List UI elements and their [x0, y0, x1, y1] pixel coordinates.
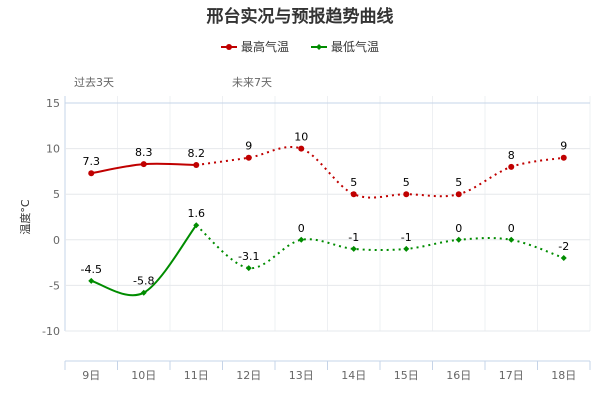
data-point-high — [455, 191, 462, 198]
x-tick-label: 16日 — [446, 369, 471, 382]
data-label: 8.2 — [188, 147, 206, 160]
x-tick-label: 13日 — [289, 369, 314, 382]
data-label: -4.5 — [81, 263, 102, 276]
y-tick-label: 5 — [53, 188, 60, 201]
x-tick-label: 14日 — [341, 369, 366, 382]
data-point-high — [245, 154, 252, 161]
data-label: 5 — [350, 176, 357, 189]
legend-label-low: 最低气温 — [331, 40, 380, 54]
data-label: -1 — [348, 231, 359, 244]
data-point-low — [508, 236, 515, 243]
data-point-low — [455, 236, 462, 243]
x-tick-label: 10日 — [131, 369, 156, 382]
data-point-high — [193, 162, 200, 169]
data-point-high — [88, 170, 95, 177]
y-tick-label: 15 — [46, 97, 60, 110]
x-tick-label: 12日 — [236, 369, 261, 382]
data-point-low — [245, 265, 252, 272]
legend-item-high[interactable]: 最高气温 — [220, 38, 289, 55]
data-label: -3.1 — [238, 250, 259, 263]
data-point-low — [193, 222, 200, 229]
data-label: -2 — [558, 240, 569, 253]
data-label: 9 — [245, 140, 252, 153]
legend-item-low[interactable]: 最低气温 — [311, 38, 379, 55]
y-tick-label: 0 — [53, 234, 60, 247]
y-tick-label: 10 — [46, 143, 60, 156]
data-point-low — [140, 289, 147, 296]
data-point-low — [350, 245, 357, 252]
data-label: 1.6 — [188, 207, 206, 220]
x-tick-label: 15日 — [394, 369, 419, 382]
period-label-past: 过去3天 — [74, 76, 114, 89]
legend: 最高气温 最低气温 — [0, 38, 600, 55]
data-point-high — [298, 145, 305, 152]
data-point-high — [403, 191, 410, 198]
legend-marker-high-icon — [220, 43, 237, 50]
data-label: 0 — [508, 222, 515, 235]
chart-title: 邢台实况与预报趋势曲线 — [206, 7, 394, 27]
data-label: -5.8 — [133, 275, 154, 288]
data-label: 5 — [403, 176, 410, 189]
data-label: 0 — [298, 222, 305, 235]
y-tick-label: -5 — [49, 279, 60, 292]
x-tick-label: 11日 — [184, 369, 209, 382]
legend-label-high: 最高气温 — [240, 40, 289, 54]
x-tick-label: 9日 — [82, 369, 100, 382]
x-tick-label: 17日 — [499, 369, 524, 382]
data-label: 8.3 — [135, 146, 153, 159]
data-label: 9 — [560, 140, 567, 153]
data-point-high — [560, 154, 567, 161]
period-label-future: 未来7天 — [232, 76, 272, 89]
data-point-high — [508, 163, 515, 170]
data-point-low — [298, 236, 305, 243]
data-point-high — [140, 161, 147, 168]
y-axis-label: 温度°C — [18, 199, 32, 234]
y-tick-label: -10 — [42, 325, 60, 338]
data-point-low — [560, 255, 567, 262]
series-line-forecast-0 — [196, 146, 564, 199]
data-point-low — [403, 245, 410, 252]
legend-marker-low-icon — [311, 43, 327, 50]
data-label: -1 — [401, 231, 412, 244]
data-point-low — [88, 277, 95, 284]
data-label: 8 — [508, 149, 515, 162]
data-label: 5 — [455, 176, 462, 189]
data-label: 7.3 — [83, 155, 101, 168]
data-label: 10 — [294, 131, 308, 144]
x-tick-label: 18日 — [551, 369, 576, 382]
data-point-high — [350, 191, 357, 198]
data-label: 0 — [455, 222, 462, 235]
